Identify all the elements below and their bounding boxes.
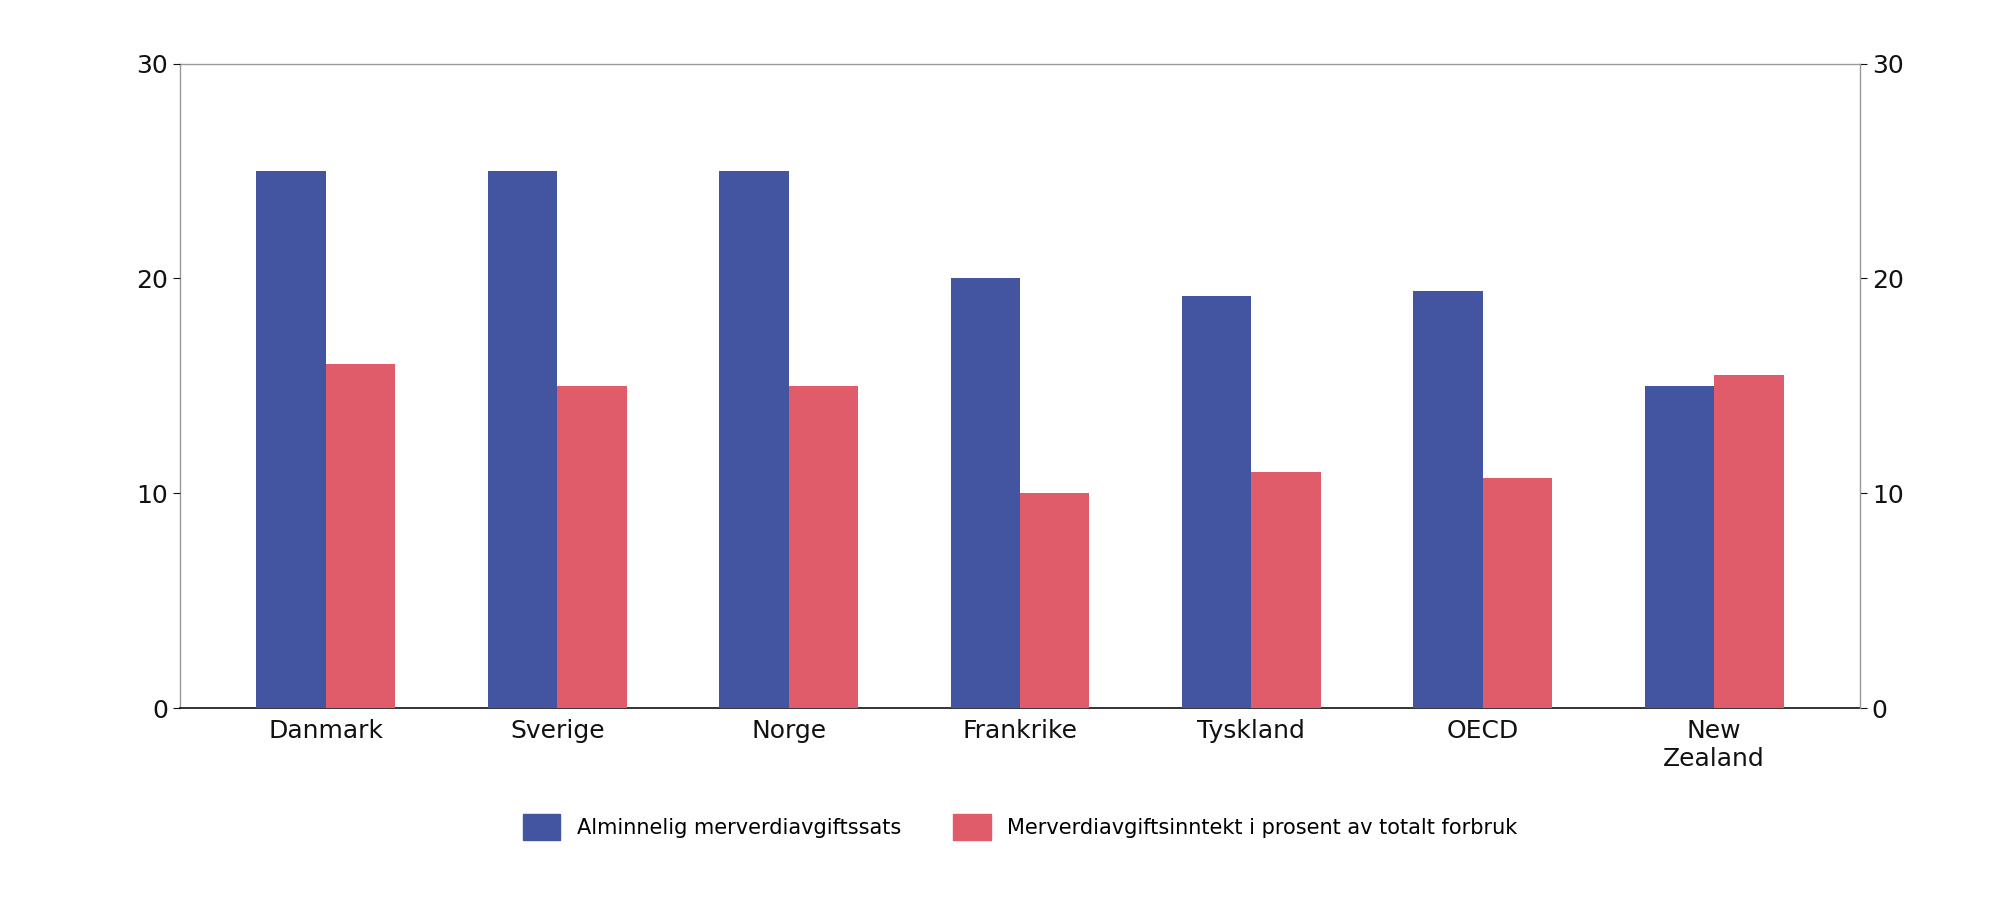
- Bar: [720, 171, 788, 708]
- Bar: [488, 171, 558, 708]
- Bar: [558, 386, 626, 708]
- Bar: [1714, 375, 1784, 708]
- Bar: [326, 364, 396, 708]
- Bar: [1020, 493, 1090, 708]
- Bar: [950, 279, 1020, 708]
- Bar: [1414, 291, 1482, 708]
- Bar: [256, 171, 326, 708]
- Bar: [1482, 479, 1552, 708]
- Bar: [1182, 296, 1252, 708]
- Bar: [1252, 472, 1320, 708]
- Bar: [788, 386, 858, 708]
- Bar: [1644, 386, 1714, 708]
- Legend: Alminnelig merverdiavgiftssats, Merverdiavgiftsinntekt i prosent av totalt forbr: Alminnelig merverdiavgiftssats, Merverdi…: [522, 814, 1518, 840]
